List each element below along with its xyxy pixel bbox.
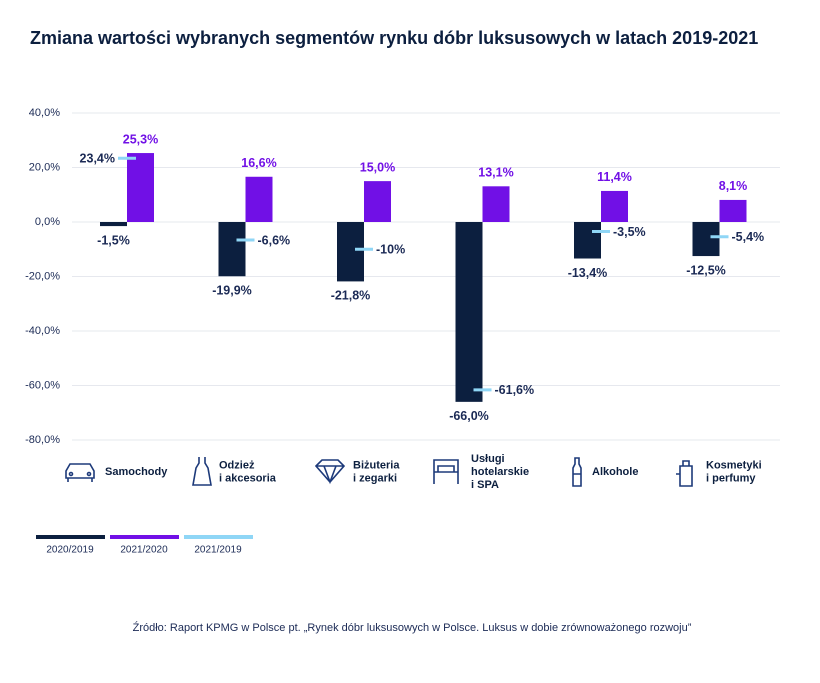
bar <box>692 222 720 257</box>
y-tick-label: 0,0% <box>35 216 60 228</box>
y-tick-label: -60,0% <box>25 379 60 391</box>
icon-bed <box>433 459 459 484</box>
bar <box>100 222 127 227</box>
bar <box>127 153 154 222</box>
value-label: -61,6% <box>495 383 535 397</box>
value-label: -13,4% <box>568 266 608 280</box>
bar <box>482 186 510 222</box>
bar <box>337 222 364 282</box>
y-tick-label: 40,0% <box>29 107 60 119</box>
value-label: 23,4% <box>80 152 115 166</box>
value-label: 25,3% <box>123 132 158 146</box>
category-label: Alkohole <box>592 466 638 478</box>
bar <box>601 190 628 222</box>
value-label: -21,8% <box>331 289 371 303</box>
icon-car <box>65 463 95 482</box>
bar <box>719 199 747 222</box>
bar <box>455 222 483 402</box>
value-label: 16,6% <box>241 156 276 170</box>
value-label: -3,5% <box>613 225 646 239</box>
icons <box>65 457 693 487</box>
bar <box>218 222 246 277</box>
value-label: -12,5% <box>686 263 726 277</box>
category-label: Usługi hotelarskie i SPA <box>471 453 529 491</box>
legend-label: 2020/2019 <box>46 545 94 556</box>
value-label: -5,4% <box>732 230 765 244</box>
bar <box>364 181 391 222</box>
chart-title: Zmiana wartości wybranych segmentów rynk… <box>30 28 758 48</box>
legend-label: 2021/2019 <box>194 545 242 556</box>
y-tick-label: 20,0% <box>29 161 60 173</box>
icon-dress <box>192 457 212 486</box>
source-note: Źródło: Raport KPMG w Polsce pt. „Rynek … <box>133 621 692 634</box>
value-label: 11,4% <box>597 170 632 184</box>
bar <box>574 222 601 259</box>
y-tick-label: -20,0% <box>25 270 60 282</box>
value-label: 13,1% <box>478 166 513 180</box>
value-label: -6,6% <box>258 233 291 247</box>
category-label: Odzież i akcesoria <box>219 459 277 484</box>
icon-perfume <box>676 460 693 487</box>
icon-diamond <box>314 459 346 485</box>
value-label: -19,9% <box>212 284 252 298</box>
y-tick-label: -80,0% <box>25 434 60 446</box>
value-label: -1,5% <box>97 233 130 247</box>
legend-label: 2021/2020 <box>120 545 168 556</box>
icon-bottle <box>572 457 582 487</box>
category-label: Samochody <box>105 466 168 478</box>
value-label: -10% <box>376 243 405 257</box>
category-label: Kosmetyki i perfumy <box>706 459 762 484</box>
value-label: 8,1% <box>719 179 748 193</box>
value-label: 15,0% <box>360 160 395 174</box>
category-label: Biżuteria i zegarki <box>353 459 400 484</box>
value-label: -66,0% <box>449 409 489 423</box>
bar <box>245 176 273 222</box>
y-tick-label: -40,0% <box>25 325 60 337</box>
